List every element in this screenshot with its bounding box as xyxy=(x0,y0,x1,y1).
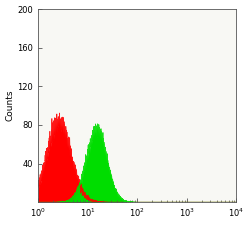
Y-axis label: Counts: Counts xyxy=(6,90,15,121)
